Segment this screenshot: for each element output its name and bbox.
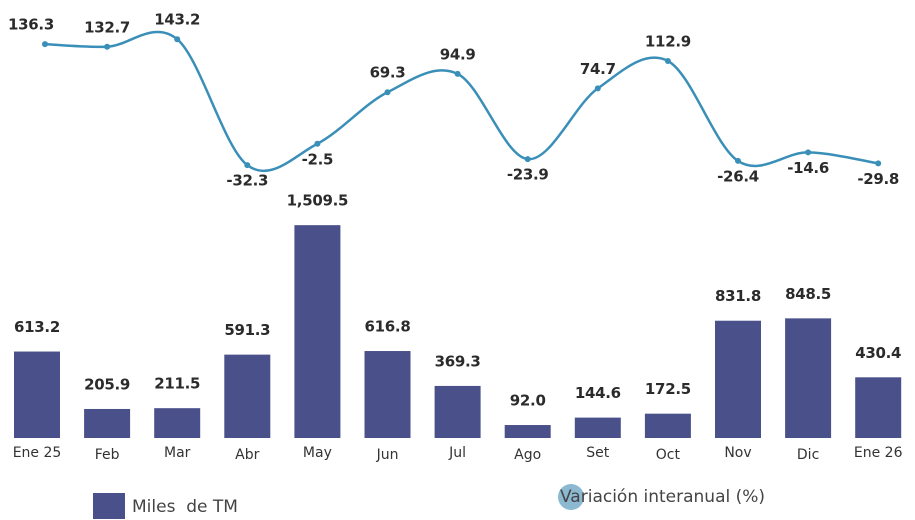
x-tick-label: Feb bbox=[95, 447, 120, 463]
bar bbox=[434, 385, 481, 438]
x-tick-label: Jul bbox=[448, 445, 466, 461]
line-point bbox=[664, 57, 671, 64]
x-tick-label: Ene 26 bbox=[854, 445, 903, 461]
line-point bbox=[104, 43, 111, 50]
bar bbox=[14, 351, 60, 438]
line-point bbox=[594, 85, 601, 92]
data-label: 616.8 bbox=[365, 318, 411, 336]
line-point bbox=[524, 156, 531, 163]
data-label: 69.3 bbox=[370, 64, 406, 82]
line-point bbox=[42, 41, 48, 48]
line-point bbox=[805, 149, 812, 156]
data-label: 613.2 bbox=[14, 318, 60, 336]
data-label: -23.9 bbox=[507, 166, 549, 184]
x-tick-label: Dic bbox=[797, 447, 819, 463]
line bbox=[44, 30, 879, 173]
line-point bbox=[454, 70, 461, 77]
line-point bbox=[244, 162, 251, 169]
line-point bbox=[174, 36, 181, 43]
legend-swatch-bar bbox=[93, 493, 125, 519]
x-tick-label: Jun bbox=[376, 447, 399, 463]
data-label: -26.4 bbox=[717, 167, 759, 185]
data-label: 94.9 bbox=[440, 45, 476, 63]
data-label: 430.4 bbox=[855, 344, 901, 362]
bar bbox=[504, 425, 551, 438]
data-label: 74.7 bbox=[580, 60, 616, 78]
data-label: 112.9 bbox=[645, 32, 691, 50]
line-point bbox=[735, 157, 741, 164]
bar bbox=[785, 318, 832, 438]
bar bbox=[154, 408, 201, 438]
data-label: 848.5 bbox=[785, 285, 831, 303]
data-label: 143.2 bbox=[154, 11, 200, 29]
x-tick-label: Nov bbox=[724, 445, 751, 461]
bar bbox=[84, 408, 131, 438]
data-label: -29.8 bbox=[857, 170, 899, 188]
bar bbox=[574, 417, 621, 438]
x-tick-label: Ago bbox=[514, 447, 541, 463]
x-tick-label: Ene 25 bbox=[13, 445, 62, 461]
data-label: 136.3 bbox=[8, 16, 54, 34]
data-label: -32.3 bbox=[226, 172, 268, 190]
bar bbox=[855, 377, 902, 438]
x-tick-label: Abr bbox=[235, 447, 259, 463]
x-tick-label: Oct bbox=[656, 447, 681, 463]
x-tick-label: Mar bbox=[164, 445, 191, 461]
data-label: 92.0 bbox=[510, 392, 546, 410]
bar bbox=[715, 320, 761, 438]
data-label: -14.6 bbox=[787, 159, 829, 177]
data-label: 205.9 bbox=[84, 375, 130, 393]
bar bbox=[294, 225, 341, 438]
data-label: 831.8 bbox=[715, 287, 761, 305]
legend-label: Variación interanual (%) bbox=[560, 487, 765, 507]
data-label: -2.5 bbox=[302, 150, 334, 168]
legend-label: Miles de TM bbox=[132, 497, 238, 517]
data-label: 591.3 bbox=[224, 321, 270, 339]
bar bbox=[644, 413, 691, 438]
legend-swatch-line bbox=[558, 484, 584, 510]
bar bbox=[364, 351, 411, 438]
line-point bbox=[384, 89, 391, 96]
data-label: 1,509.5 bbox=[287, 192, 348, 210]
data-label: 172.5 bbox=[645, 380, 691, 398]
x-tick-label: Set bbox=[586, 445, 610, 461]
line-point bbox=[314, 140, 321, 147]
data-label: 211.5 bbox=[154, 375, 200, 393]
line-point bbox=[875, 160, 882, 167]
x-tick-label: May bbox=[303, 445, 332, 461]
bar bbox=[224, 354, 271, 438]
data-label: 144.6 bbox=[575, 384, 621, 402]
data-label: 369.3 bbox=[435, 352, 481, 370]
data-label: 132.7 bbox=[84, 18, 130, 36]
